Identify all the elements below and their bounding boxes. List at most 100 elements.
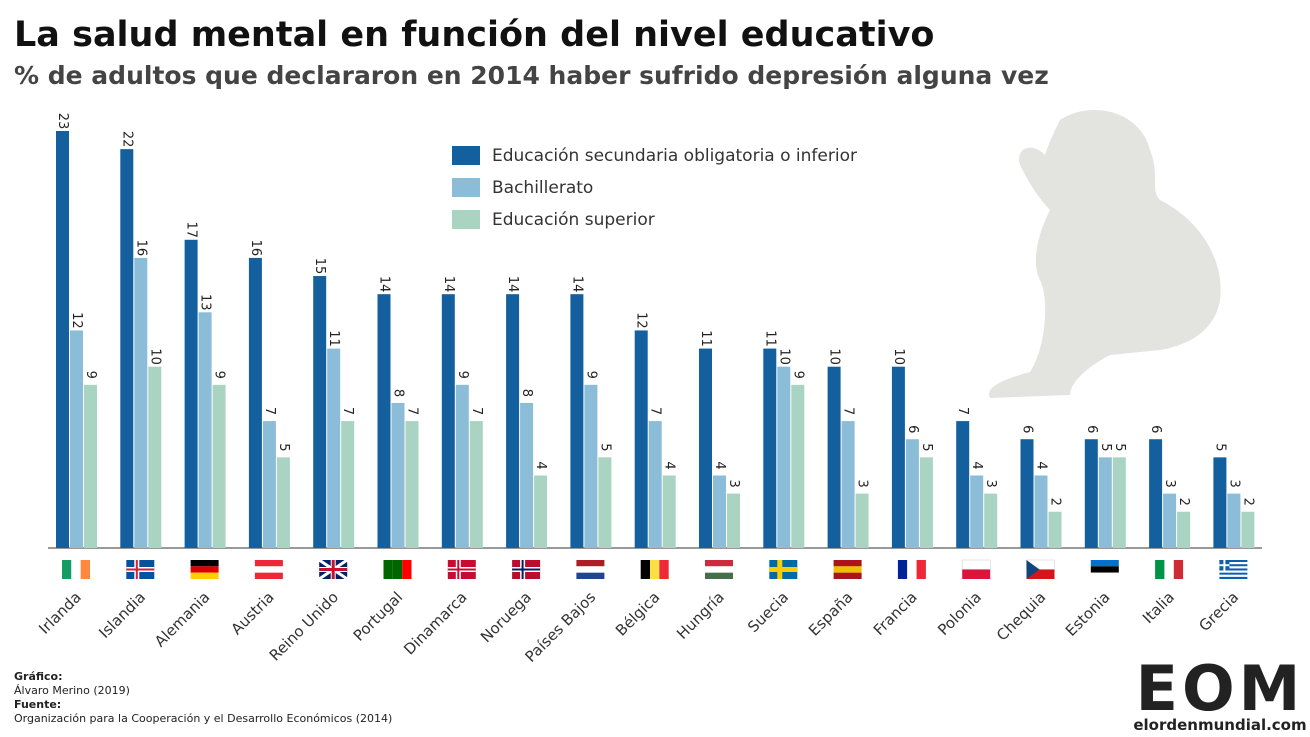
x-tick-label: Polonia [934, 588, 985, 639]
flag [769, 568, 798, 571]
flag [833, 566, 862, 573]
bar [1048, 511, 1062, 548]
bar [905, 439, 919, 548]
value-label: 14 [505, 276, 520, 293]
x-tick-label: Noruega [477, 588, 535, 646]
value-label: 5 [1098, 443, 1113, 451]
flag [1090, 566, 1119, 573]
flag [512, 568, 541, 571]
value-label: 13 [198, 294, 213, 311]
bar [891, 366, 905, 548]
bar [598, 457, 612, 548]
value-label: 7 [405, 407, 420, 415]
flag [80, 560, 90, 579]
value-label: 16 [248, 240, 263, 257]
bar [827, 366, 841, 548]
bar [441, 294, 455, 548]
x-tick-label: Italia [1139, 588, 1178, 627]
flag [402, 560, 412, 579]
bar [455, 384, 469, 548]
flag [705, 566, 733, 573]
legend-swatch [452, 146, 480, 165]
bar [534, 475, 548, 548]
value-label: 9 [583, 371, 598, 379]
value-label: 11 [326, 330, 341, 347]
bar [56, 131, 69, 548]
value-label: 7 [262, 407, 277, 415]
value-label: 3 [726, 479, 741, 487]
x-tick-label: Alemania [151, 588, 213, 650]
flag [331, 560, 335, 579]
value-label: 4 [1034, 461, 1049, 469]
value-label: 5 [1112, 443, 1127, 451]
flag [1219, 566, 1248, 569]
value-label: 9 [83, 371, 98, 379]
bar [855, 493, 869, 548]
bar [1020, 439, 1034, 548]
legend-label: Bachillerato [492, 178, 593, 198]
bar [327, 348, 341, 548]
flag [62, 560, 72, 579]
value-label: 16 [133, 240, 148, 257]
value-label: 7 [340, 407, 355, 415]
bar [777, 366, 791, 548]
flag [392, 560, 403, 579]
flag [1219, 570, 1248, 573]
flag [650, 560, 660, 579]
flag [1026, 569, 1055, 579]
bar [634, 330, 648, 548]
bar [84, 384, 97, 548]
value-label: 10 [827, 348, 842, 365]
logo-mark: EOM [1136, 652, 1305, 725]
chart-subtitle: % de adultos que declararon en 2014 habe… [14, 61, 1049, 90]
bar [648, 421, 662, 548]
flag [190, 560, 219, 567]
flag [576, 572, 605, 579]
bar [262, 421, 276, 548]
flag [254, 560, 283, 567]
value-label: 3 [855, 479, 870, 487]
bar [134, 257, 148, 548]
legend-swatch [452, 210, 480, 229]
value-label: 23 [55, 113, 70, 130]
flag [521, 560, 524, 579]
bar [584, 384, 598, 548]
flag [1155, 560, 1165, 579]
bar [198, 312, 212, 548]
flag [1090, 560, 1119, 567]
flag [705, 572, 733, 579]
flag [640, 560, 651, 579]
silhouette [989, 110, 1221, 398]
x-tick-label: Grecia [1195, 588, 1242, 635]
x-tick-label: Austria [228, 588, 278, 638]
flag [71, 560, 81, 579]
value-label: 5 [919, 443, 934, 451]
logo-site: elordenmundial.com [1133, 716, 1306, 734]
flag [1219, 562, 1248, 565]
bar [506, 294, 520, 548]
flag [1164, 560, 1174, 579]
flag [1090, 572, 1119, 579]
flag [135, 560, 138, 579]
value-label: 8 [391, 389, 406, 397]
credit: Álvaro Merino (2019) [14, 684, 130, 697]
bar [1098, 457, 1112, 548]
x-tick-label: Bélgica [612, 588, 663, 639]
bar [791, 384, 805, 548]
source: Organización para la Cooperación y el De… [14, 712, 392, 725]
bar [276, 457, 290, 548]
flag [1219, 560, 1248, 563]
value-label: 2 [1176, 498, 1191, 506]
value-label: 7 [469, 407, 484, 415]
value-label: 5 [597, 443, 612, 451]
bar [520, 402, 534, 548]
flag [383, 560, 393, 579]
flag [576, 566, 605, 573]
source-label: Fuente: [14, 698, 61, 711]
flag [1219, 564, 1230, 567]
flag [457, 560, 460, 579]
flag [447, 568, 476, 571]
value-label: 11 [698, 330, 713, 347]
flag [961, 559, 991, 570]
flag [916, 560, 926, 579]
